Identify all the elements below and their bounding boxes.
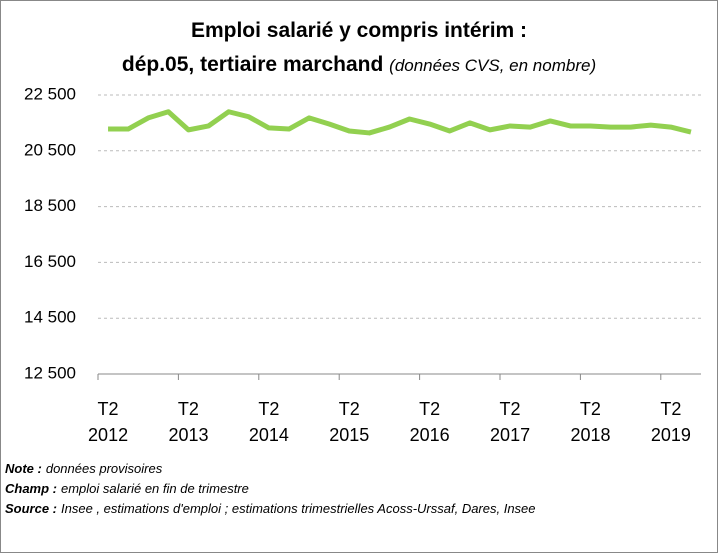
chart-subtitle: (données CVS, en nombre) bbox=[389, 56, 597, 75]
note-text: Insee , estimations d'emploi ; estimatio… bbox=[61, 501, 536, 516]
x-tick-label: T2 2016 bbox=[409, 399, 450, 445]
x-tick-label: T2 2019 bbox=[650, 399, 691, 445]
x-tick-label: T2 2018 bbox=[570, 399, 611, 445]
x-tick-label: T2 2015 bbox=[329, 399, 370, 445]
x-tick-label: T2 2017 bbox=[490, 399, 531, 445]
notes: Note : données provisoires Champ : emploi s… bbox=[5, 459, 536, 519]
note-label: Source : bbox=[5, 501, 58, 516]
chart-title: Emploi salarié y compris intérim : bbox=[190, 19, 528, 42]
data-line bbox=[108, 109, 692, 136]
x-tick-label: T2 2012 bbox=[88, 399, 129, 445]
x-tick-label: T2 2013 bbox=[168, 399, 209, 445]
note-row: Note : données provisoires bbox=[5, 459, 536, 479]
note-row: Champ : emploi salarié en fin de trimestr… bbox=[5, 479, 536, 499]
y-tick-label: 18 500 bbox=[24, 196, 76, 215]
note-label: Champ : bbox=[5, 481, 57, 496]
note-label: Note : bbox=[5, 461, 42, 476]
y-tick-label: 22 500 bbox=[24, 84, 76, 103]
note-row: Source : Insee , estimations d'emploi ; e… bbox=[5, 499, 536, 519]
note-text: données provisoires bbox=[45, 461, 163, 476]
note-text: emploi salarié en fin de trimestre bbox=[61, 481, 249, 496]
chart-title: dép.05, tertiaire marchand bbox=[121, 53, 384, 76]
y-tick-label: 12 500 bbox=[24, 363, 76, 382]
y-tick-label: 14 500 bbox=[24, 308, 76, 327]
y-tick-label: 20 500 bbox=[24, 140, 76, 159]
x-tick-label: T2 2014 bbox=[248, 399, 289, 445]
chart-title-line: dép.05, tertiaire marchand (données CVS,… bbox=[1, 53, 717, 77]
y-tick-label: 16 500 bbox=[24, 252, 76, 271]
